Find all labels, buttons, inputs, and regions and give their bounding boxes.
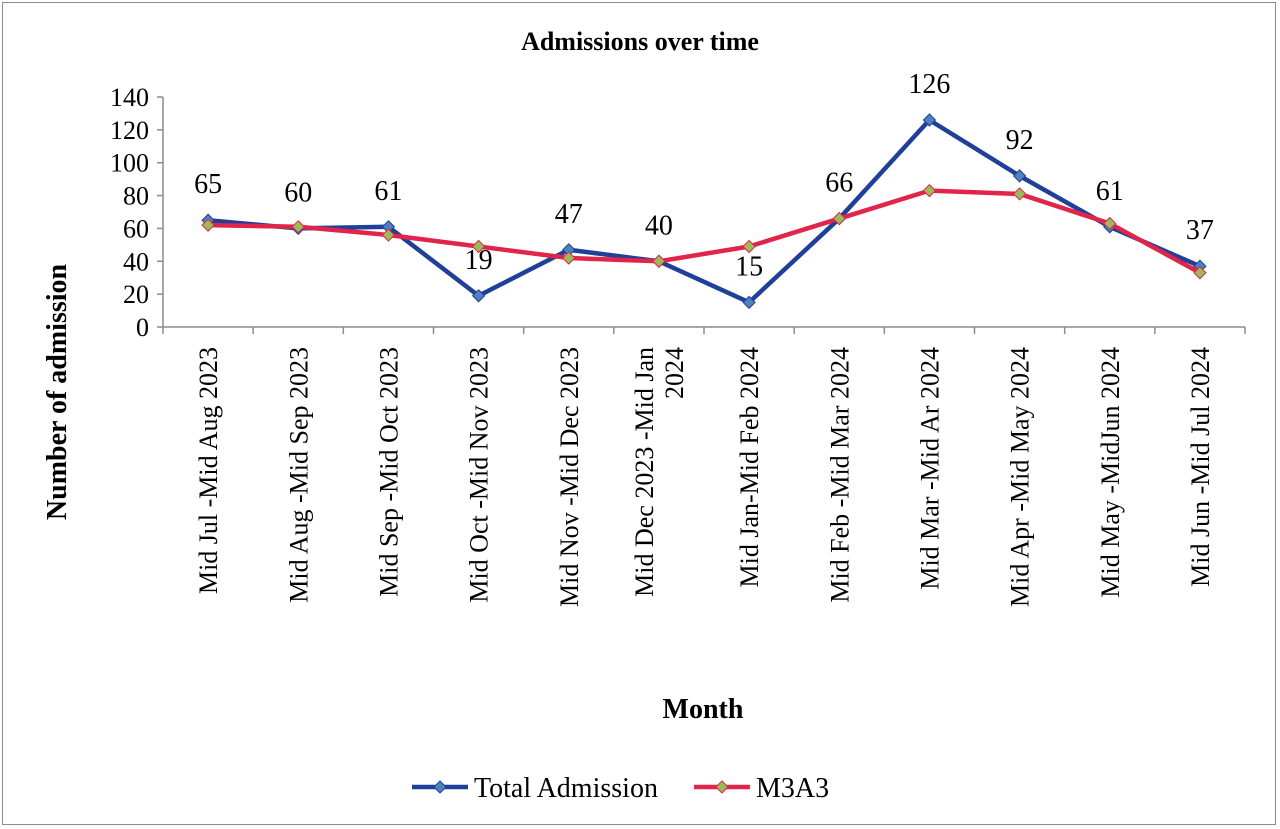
x-tick-label-line: Mid May -MidJun 2024 (1096, 347, 1125, 598)
x-tick-label-line: Mid Jan-Mid Feb 2024 (735, 347, 764, 588)
data-point (1193, 266, 1207, 280)
x-axis-title: Month (663, 694, 744, 725)
x-tick-label-line: Mid Aug -Mid Sep 2023 (284, 347, 313, 603)
data-label: 37 (1186, 215, 1214, 246)
data-point (832, 211, 846, 226)
y-tick-label: 140 (110, 83, 149, 112)
x-tick-label: Mid Nov -Mid Dec 2023 (555, 347, 584, 607)
x-tick-label-line: Mid Oct -Mid Nov 2023 (465, 347, 494, 603)
data-point (201, 218, 215, 232)
x-tick-label: Mid Oct -Mid Nov 2023 (465, 347, 494, 603)
y-tick-label: 80 (123, 182, 149, 211)
x-tick-label: Mid May -MidJun 2024 (1096, 347, 1125, 598)
data-point (922, 183, 937, 198)
series-line (208, 188, 1201, 275)
data-point (922, 113, 937, 127)
data-point (1103, 216, 1117, 231)
data-point (742, 239, 756, 254)
series-line (207, 117, 1201, 305)
data-label: 15 (735, 251, 763, 282)
data-point (471, 289, 486, 303)
y-tick-label: 60 (123, 214, 149, 243)
data-point (471, 239, 486, 254)
y-tick-label: 40 (123, 247, 149, 276)
legend: Total Admission M3A3 (412, 773, 829, 804)
data-label: 47 (555, 199, 583, 230)
data-point (652, 254, 666, 268)
y-tick-label: 100 (110, 149, 149, 178)
x-tick-label-line: Mid Mar -Mid Ar 2024 (915, 347, 944, 590)
legend-item-2: M3A3 (693, 773, 829, 804)
y-tick-label: 120 (110, 116, 149, 145)
data-point (291, 220, 305, 234)
y-tick-label: 0 (136, 313, 149, 342)
x-tick-labels: Mid Jul -Mid Aug 2023 Mid Aug -Mid Sep 20… (194, 347, 1215, 607)
data-point (381, 228, 396, 242)
x-tick-label: Mid Jul -Mid Aug 2023 (194, 347, 223, 594)
x-tick-label-line: Mid Jul -Mid Aug 2023 (194, 347, 223, 594)
data-labels: 65 60 61 19 47 40 15 66 126 92 61 37 (194, 69, 1214, 282)
x-tick-label: Mid Sep -Mid Oct 2023 (374, 347, 403, 597)
data-label: 60 (284, 177, 312, 208)
chart-title: Admissions over time (521, 27, 759, 56)
data-label: 61 (1096, 176, 1124, 207)
data-label: 19 (465, 245, 493, 276)
data-point (562, 251, 576, 265)
x-tick-label-line: Mid Apr -Mid May 2024 (1006, 347, 1035, 607)
x-tick-label: Mid Jun -Mid Jul 2024 (1186, 347, 1215, 587)
data-label: 61 (374, 176, 402, 207)
x-tick-label-line: Mid Jun -Mid Jul 2024 (1186, 347, 1215, 587)
series-layer (201, 113, 1207, 310)
data-label: 65 (194, 169, 222, 200)
x-tick-label-line: Mid Sep -Mid Oct 2023 (374, 347, 403, 597)
x-tick-label: Mid Aug -Mid Sep 2023 (284, 347, 313, 603)
data-point (1012, 169, 1027, 183)
y-axis-title: Number of admission (42, 263, 73, 520)
data-point (742, 295, 756, 310)
series-2 (201, 183, 1207, 280)
x-tick-label-line: Mid Nov -Mid Dec 2023 (555, 347, 584, 607)
x-tick-label: Mid Apr -Mid May 2024 (1006, 347, 1035, 607)
legend-item-1: Total Admission (412, 773, 658, 804)
y-tick-labels: 0 20 40 60 80 100 120 140 (110, 83, 149, 342)
legend-label: M3A3 (756, 773, 829, 804)
x-tick-label-line: Mid Dec 2023 -Mid Jan (630, 347, 659, 597)
axes (157, 96, 1246, 334)
x-tick-label-line: Mid Feb -Mid Mar 2024 (825, 347, 854, 603)
y-tick-label: 20 (123, 280, 149, 309)
x-tick-label: Mid Mar -Mid Ar 2024 (915, 347, 944, 590)
series-1 (201, 113, 1207, 310)
x-tick-label: Mid Dec 2023 -Mid Jan 2024 (630, 347, 689, 597)
legend-label: Total Admission (474, 773, 658, 804)
legend-swatch-marker (433, 780, 447, 794)
x-tick-label: Mid Feb -Mid Mar 2024 (825, 347, 854, 603)
data-label: 126 (908, 69, 950, 100)
legend-swatch-marker (715, 780, 729, 794)
x-tick-label: Mid Jan-Mid Feb 2024 (735, 347, 764, 588)
data-label: 66 (825, 168, 853, 199)
data-label: 92 (1006, 125, 1034, 156)
data-label: 40 (645, 210, 673, 241)
data-point (1012, 187, 1027, 201)
x-tick-label-line: 2024 (660, 347, 689, 399)
